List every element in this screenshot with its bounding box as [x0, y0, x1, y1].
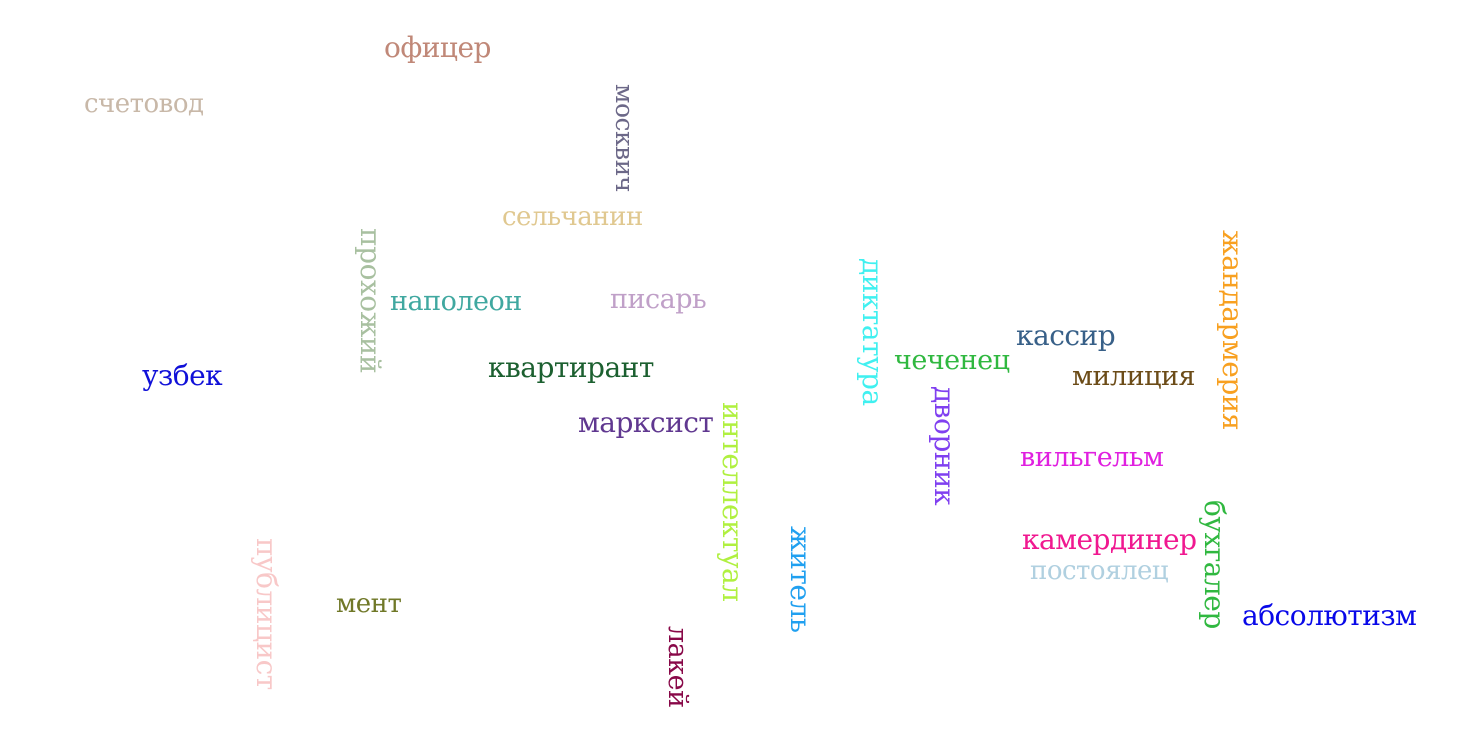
- word-uzbek: узбек: [142, 359, 223, 392]
- word-pisar: писарь: [610, 284, 707, 315]
- word-absolyutizm: абсолютизм: [1242, 599, 1417, 632]
- word-diktatura: диктатура: [856, 258, 889, 406]
- word-napoleon: наполеон: [390, 286, 522, 317]
- word-moskvich: москвич: [610, 84, 639, 192]
- word-postoyalets: постоялец: [1030, 556, 1169, 586]
- word-schetovod: счетовод: [84, 89, 204, 119]
- word-lakey: лакей: [662, 626, 693, 708]
- word-intellektual: интеллектуал: [716, 402, 749, 602]
- word-publitsist: публицист: [250, 538, 283, 690]
- word-kassir: кассир: [1016, 319, 1116, 352]
- word-marksist: марксист: [578, 406, 714, 439]
- word-ment: мент: [336, 589, 402, 619]
- word-militsiya: милиция: [1072, 361, 1196, 392]
- word-chechenets: чеченец: [894, 345, 1010, 376]
- word-zhitel: житель: [784, 526, 817, 633]
- word-kvartirant: квартирант: [488, 351, 654, 384]
- word-prokhozhiy: прохожий: [354, 228, 387, 374]
- word-zhandarmeriya: жандармерия: [1216, 230, 1249, 431]
- word-ofitser: офицер: [384, 31, 491, 64]
- word-vilgelm: вильгельм: [1020, 442, 1164, 473]
- word-bukhgalter: бухгалер: [1198, 500, 1231, 629]
- word-selchanin: сельчанин: [502, 202, 643, 232]
- word-kamerdiner: камердинер: [1022, 523, 1197, 556]
- word-dvornik: дворник: [928, 386, 961, 506]
